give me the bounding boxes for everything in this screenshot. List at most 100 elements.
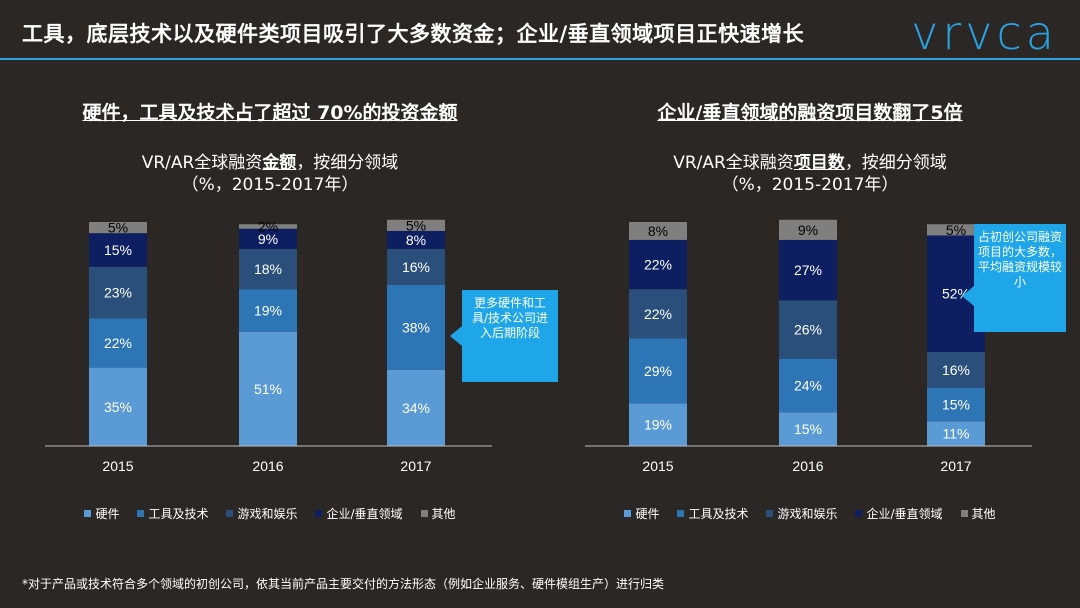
bar-segment-其他-2015 — [89, 222, 147, 234]
legend-item-企业-垂直领域: 企业/垂直领域 — [315, 505, 403, 522]
x-tick-label-2017: 2017 — [940, 458, 971, 474]
footnote: *对于产品或技术符合多个领域的初创公司，依其当前产品主要交付的方法形态（例如企业… — [22, 577, 665, 591]
chart-panel-count: 企业/垂直领域的融资项目数翻了5倍 VR/AR全球融资项目数，按细分领域 （%，… — [540, 60, 1080, 540]
bar-segment-硬件-2015 — [629, 403, 687, 446]
chart-panel-amount: 硬件，工具及技术占了超过 70%的投资金额 VR/AR全球融资金额，按细分领域 … — [0, 60, 558, 540]
bar-segment-其他-2015 — [629, 222, 687, 240]
legend-item-工具及技术: 工具及技术 — [677, 505, 748, 522]
chart-title-emphasis: 金额 — [262, 153, 297, 173]
legend-label: 硬件 — [95, 507, 120, 521]
data-label-企业-垂直领域-2016: 9% — [258, 231, 278, 247]
legend-item-硬件: 硬件 — [84, 505, 119, 522]
data-label-企业-垂直领域-2015: 15% — [104, 242, 132, 258]
legend-item-其他: 其他 — [960, 505, 996, 522]
data-label-游戏和娱乐-2016: 26% — [794, 322, 822, 338]
bar-segment-企业-垂直领域-2015 — [89, 233, 147, 267]
bar-segment-其他-2017 — [927, 224, 985, 236]
data-label-硬件-2017: 11% — [943, 426, 970, 442]
data-label-硬件-2016: 15% — [794, 421, 822, 437]
bar-segment-硬件-2016 — [239, 331, 297, 446]
data-label-游戏和娱乐-2016: 18% — [254, 261, 282, 277]
data-label-游戏和娱乐-2015: 22% — [644, 306, 672, 322]
vrvca-logo: vrvca — [911, 6, 1058, 60]
data-label-游戏和娱乐-2015: 23% — [104, 285, 132, 301]
data-label-企业-垂直领域-2016: 27% — [794, 262, 822, 278]
chart-title-post: ，按细分领域 — [296, 153, 399, 173]
bar-segment-工具及技术-2016 — [779, 358, 837, 413]
data-label-工具及技术-2017: 38% — [402, 319, 430, 335]
data-label-硬件-2017: 34% — [402, 400, 430, 416]
legend-label: 企业/垂直领域 — [326, 507, 403, 521]
chart-title-post: ，按细分领域 — [844, 153, 947, 173]
data-label-工具及技术-2015: 22% — [104, 335, 132, 351]
data-label-其他-2017: 5% — [406, 217, 426, 233]
x-tick-label-2015: 2015 — [102, 458, 133, 474]
legend-label: 硬件 — [635, 507, 660, 521]
callout-arrow — [450, 326, 462, 346]
bar-segment-其他-2016 — [239, 224, 297, 229]
data-label-其他-2016: 2% — [258, 218, 278, 234]
bar-segment-工具及技术-2016 — [239, 289, 297, 332]
bar-segment-工具及技术-2017 — [387, 284, 445, 370]
data-label-工具及技术-2016: 24% — [794, 378, 822, 394]
legend-label: 工具及技术 — [148, 507, 209, 521]
legend-item-工具及技术: 工具及技术 — [137, 505, 208, 522]
bar-segment-硬件-2015 — [89, 367, 147, 446]
slide-title: 工具，底层技术以及硬件类项目吸引了大多数资金；企业/垂直领域项目正快速增长 — [22, 22, 805, 46]
chart-title: VR/AR全球融资金额，按细分领域 （%，2015-2017年） — [0, 152, 540, 196]
bar-segment-工具及技术-2015 — [629, 338, 687, 404]
legend-swatch — [84, 510, 92, 517]
chart-title-pre: VR/AR全球融资 — [141, 153, 263, 173]
chart-title-pre: VR/AR全球融资 — [673, 153, 794, 173]
bar-segment-企业-垂直领域-2015 — [629, 239, 687, 290]
legend-swatch — [226, 510, 234, 517]
bar-segment-其他-2017 — [387, 219, 445, 231]
x-tick-label-2016: 2016 — [792, 458, 823, 474]
data-label-工具及技术-2017: 15% — [942, 397, 970, 413]
bar-segment-工具及技术-2017 — [927, 387, 985, 422]
data-label-企业-垂直领域-2017: 8% — [406, 232, 426, 248]
stacked-bar-chart-count: 19% 29% 22% 22% 8% 2015 15% 24% 26% 27% 9% 2016 11% 1… — [585, 219, 1032, 474]
chart-title-emphasis: 项目数 — [793, 153, 845, 173]
legend-swatch — [960, 510, 968, 517]
bar-segment-游戏和娱乐-2015 — [629, 289, 687, 339]
legend-item-硬件: 硬件 — [624, 505, 659, 522]
x-tick-label-2016: 2016 — [252, 458, 283, 474]
legend-item-游戏和娱乐: 游戏和娱乐 — [226, 505, 297, 522]
data-label-游戏和娱乐-2017: 16% — [942, 362, 970, 378]
bar-segment-游戏和娱乐-2017 — [387, 248, 445, 285]
data-label-硬件-2015: 35% — [104, 399, 132, 415]
bar-segment-硬件-2016 — [779, 412, 837, 446]
data-label-游戏和娱乐-2017: 16% — [402, 259, 430, 275]
legend-swatch — [137, 510, 145, 517]
bar-segment-游戏和娱乐-2016 — [779, 300, 837, 359]
legend: 硬件 工具及技术 游戏和娱乐 企业/垂直领域 其他 — [540, 505, 1080, 522]
chart-subtitle: （%，2015-2017年） — [181, 175, 359, 195]
legend-swatch — [315, 510, 323, 517]
legend-label: 其他 — [431, 507, 456, 521]
data-label-其他-2015: 5% — [108, 220, 128, 236]
callout-box: 更多硬件和工具/技术公司进入后期阶段 — [462, 290, 558, 382]
legend-label: 游戏和娱乐 — [777, 507, 838, 521]
bar-segment-硬件-2017 — [387, 369, 445, 446]
data-label-工具及技术-2016: 19% — [254, 302, 282, 318]
x-tick-label-2015: 2015 — [642, 458, 673, 474]
stacked-bar-chart-amount: 35% 22% 23% 15% 5% 2015 51% 19% 18% 9%2% 2016 34% 38… — [45, 217, 492, 474]
data-label-其他-2015: 8% — [648, 223, 668, 239]
callout-box: 占初创公司融资项目的大多数，平均融资规模较小 — [974, 224, 1066, 332]
bar-segment-企业-垂直领域-2016 — [779, 239, 837, 301]
legend-item-游戏和娱乐: 游戏和娱乐 — [766, 505, 837, 522]
panel-heading: 硬件，工具及技术占了超过 70%的投资金额 — [82, 102, 458, 124]
chart-subtitle: （%，2015-2017年） — [721, 175, 899, 195]
legend-item-其他: 其他 — [420, 505, 456, 522]
callout-arrow — [962, 286, 974, 306]
bar-segment-工具及技术-2015 — [89, 318, 147, 368]
legend: 硬件 工具及技术 游戏和娱乐 企业/垂直领域 其他 — [0, 505, 540, 522]
legend-item-企业-垂直领域: 企业/垂直领域 — [855, 505, 943, 522]
data-label-硬件-2016: 51% — [254, 381, 282, 397]
legend-label: 其他 — [971, 507, 996, 521]
data-label-硬件-2015: 19% — [644, 417, 672, 433]
bar-segment-游戏和娱乐-2015 — [89, 266, 147, 319]
legend-swatch — [766, 510, 774, 517]
chart-title: VR/AR全球融资项目数，按细分领域 （%，2015-2017年） — [540, 152, 1080, 196]
